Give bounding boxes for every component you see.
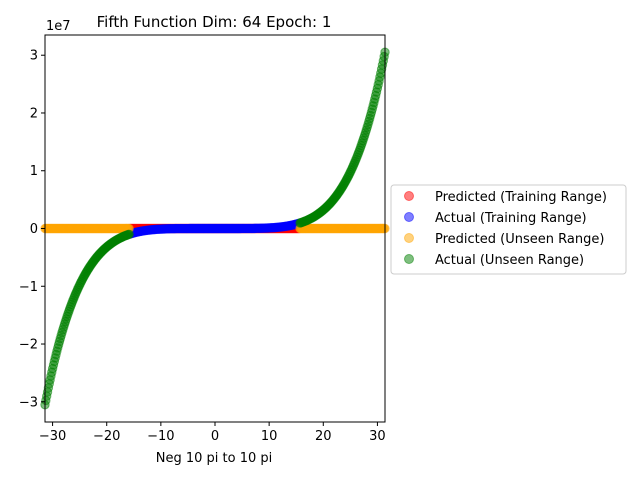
y-tick-label: −1 [19,280,38,295]
legend-marker [404,254,414,264]
y-tick-label: 2 [30,106,38,121]
points-layer [40,47,390,410]
series-1 [125,218,304,239]
x-tick-label: 20 [315,429,332,444]
x-axis: −30 −20 −10 0 10 20 30 [39,422,386,444]
series-2 [40,223,390,234]
y-tick-label: 1 [30,164,38,179]
x-tick-label: −20 [93,429,120,444]
x-tick-label: 10 [261,429,278,444]
y-offset-label: 1e7 [46,19,71,34]
series-3 [40,47,390,410]
legend-marker [404,212,414,222]
legend-label: Actual (Training Range) [435,211,587,226]
x-tick-label: 0 [211,429,219,444]
legend: Predicted (Training Range) Actual (Traini… [390,184,627,275]
y-tick-label: 3 [30,49,38,64]
legend-marker [404,191,414,201]
x-axis-label: Neg 10 pi to 10 pi [156,451,273,466]
legend-box [390,184,627,275]
legend-label: Predicted (Unseen Range) [435,232,604,247]
legend-label: Predicted (Training Range) [435,190,607,205]
y-axis: −3 −2 −1 0 1 2 3 [19,49,45,410]
y-tick-label: 0 [30,222,38,237]
y-tick-label: −3 [19,395,38,410]
x-tick-label: 30 [369,429,386,444]
y-tick-label: −2 [19,338,38,353]
x-tick-label: −30 [39,429,66,444]
chart-title: Fifth Function Dim: 64 Epoch: 1 [97,13,332,31]
legend-marker [404,233,414,243]
legend-label: Actual (Unseen Range) [435,253,584,268]
data-point [124,229,134,239]
x-tick-label: −10 [147,429,174,444]
